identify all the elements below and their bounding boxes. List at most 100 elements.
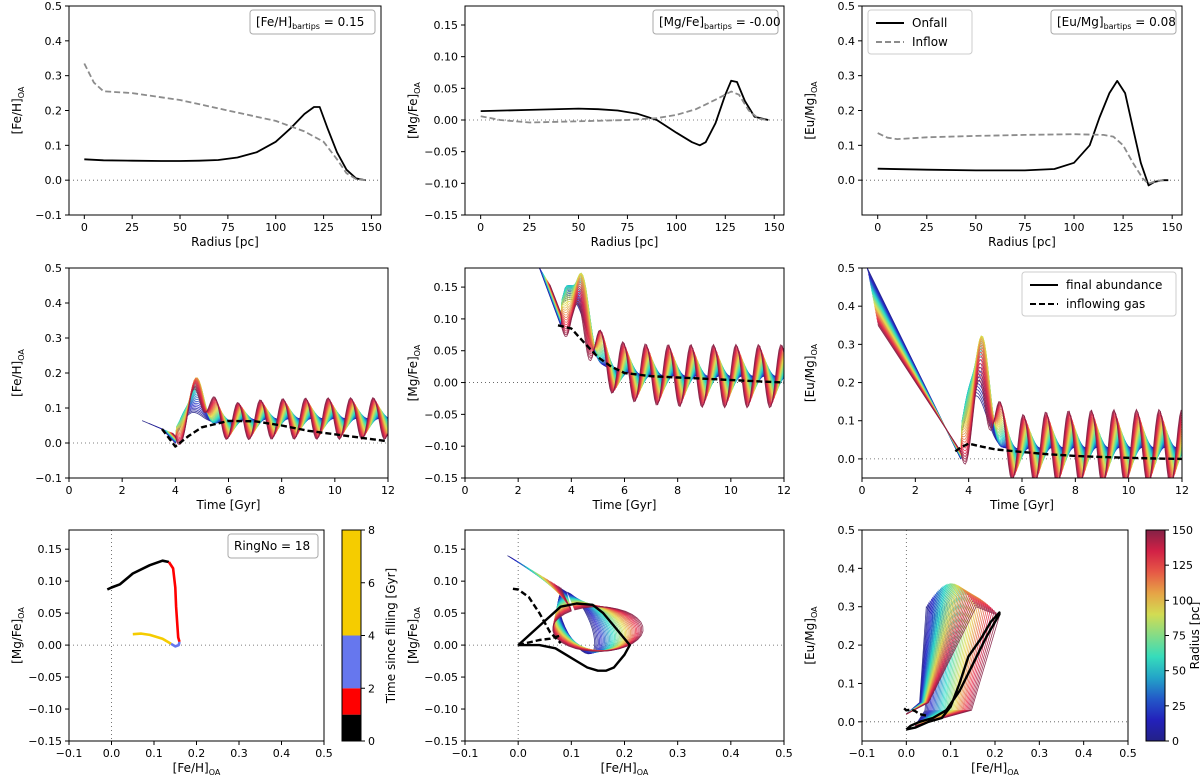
y-axis-label: [Eu/Mg]OA (803, 343, 819, 402)
x-tick-label: 0.2 (616, 747, 634, 760)
y-axis-label: [Mg/Fe]OA (406, 607, 422, 664)
x-axis-label: [Fe/H]OA (601, 761, 649, 777)
y-tick-label: 0.0 (45, 174, 63, 187)
ring-track-39 (877, 323, 1182, 478)
annotation-box (1050, 9, 1177, 35)
y-tick-label: −0.10 (424, 703, 458, 716)
x-tick-label: 100 (666, 221, 687, 234)
y-axis-label-base: [Eu/Mg] (803, 356, 817, 403)
y-tick-label: 0.3 (838, 338, 856, 351)
y-axis-label-base: [Fe/H] (10, 361, 24, 397)
series-2-4-gyr (170, 641, 181, 648)
x-axis-label: [Fe/H]OA (173, 761, 221, 777)
x-tick-label: 25 (523, 221, 537, 234)
y-axis-label-base: [Mg/Fe] (406, 619, 420, 664)
y-axis-label: [Fe/H]OA (10, 349, 26, 397)
x-tick-label: 75 (221, 221, 235, 234)
y-tick-label: 0.5 (45, 0, 63, 13)
chart-panel-2: 0 25 50 75 100 125 150 −0.15 −0.10 −0.05 0.00 0.05 0… (406, 5, 785, 249)
series-inflowing-gas (557, 324, 784, 384)
colorbar-fill (1146, 530, 1165, 741)
y-tick-label: −0.10 (424, 440, 458, 453)
x-tick-label: 0.2 (188, 747, 206, 760)
y-tick-label: 0.1 (838, 139, 856, 152)
colorbar-tick-label: 75 (1172, 630, 1186, 643)
x-tick-label: 6 (621, 484, 628, 497)
x-tick-label: 0.5 (1119, 747, 1137, 760)
annotation-text-base: RingNo = 18 (234, 539, 310, 553)
series-1-2-gyr (167, 561, 181, 643)
y-tick-label: 0.2 (45, 367, 63, 380)
annotation-text-base: [Mg/Fe] (659, 15, 704, 29)
x-tick-label: −0.1 (849, 747, 876, 760)
y-tick-label: −0.05 (424, 671, 458, 684)
y-tick-label: 0.5 (838, 262, 856, 275)
annotation-text: [Fe/H]bartips = 0.15 (256, 15, 364, 31)
y-tick-label: −0.1 (35, 209, 62, 222)
y-tick-label: 0.2 (45, 105, 63, 118)
x-tick-label: 0.4 (1075, 747, 1093, 760)
x-tick-label: −0.1 (452, 747, 479, 760)
y-tick-label: −0.15 (424, 209, 458, 222)
y-tick-label: 0.3 (45, 70, 63, 83)
x-tick-label: 0.0 (509, 747, 527, 760)
x-tick-label: 50 (572, 221, 586, 234)
y-tick-label: 0.10 (434, 575, 459, 588)
chart-panel-4: 0 2 4 6 8 10 12 −0.1 0.0 0.1 0.2 0.3 0.4 0.5 Time [Gyr… (10, 262, 395, 512)
colorbar-tick-label: 100 (1172, 594, 1193, 607)
x-tick-label: 2 (119, 484, 126, 497)
axes-frame (464, 5, 785, 216)
y-tick-label: 0.2 (838, 377, 856, 390)
y-tick-label: −0.15 (424, 735, 458, 748)
y-axis-label: [Mg/Fe]OA (10, 607, 26, 664)
y-tick-label: 0.4 (838, 562, 856, 575)
y-axis-label-sub: OA (810, 343, 819, 355)
ring-tracks (906, 583, 1000, 727)
y-tick-label: 0.2 (838, 639, 856, 652)
x-tick-label: −0.1 (56, 747, 83, 760)
series-inflow (83, 63, 366, 182)
chart-panel-1: 0 25 50 75 100 125 150 −0.1 0.0 0.1 0.2 0.3 0.4 0.5 Ra… (10, 0, 382, 249)
x-axis-label: Radius [pc] (988, 235, 1056, 249)
annotation-text-sub: bartips (704, 22, 732, 31)
ring-track-1 (538, 268, 784, 377)
x-tick-label: 0.3 (230, 747, 248, 760)
y-tick-label: 0.4 (45, 297, 63, 310)
legend-label: Inflow (912, 35, 948, 49)
colorbar-tick-label: 150 (1172, 524, 1193, 537)
y-tick-label: 0.05 (434, 82, 459, 95)
colorbar-band (342, 530, 361, 636)
legend: final abundance inflowing gas (1021, 271, 1177, 317)
axes-frame (68, 529, 325, 742)
y-axis-label-sub: OA (17, 349, 26, 361)
colorbar-band (342, 688, 361, 715)
annotation-text-base: [Eu/Mg] (1057, 15, 1104, 29)
x-tick-label: 50 (173, 221, 187, 234)
y-tick-label: 0.00 (434, 114, 459, 127)
colorbar-label: Time since filling [Gyr] (384, 568, 398, 704)
y-tick-label: 0.4 (838, 35, 856, 48)
y-tick-label: 0.00 (434, 639, 459, 652)
y-tick-label: 0.0 (45, 437, 63, 450)
x-axis-label-base: Radius [pc] (988, 235, 1056, 249)
x-tick-label: 6 (225, 484, 232, 497)
y-tick-label: −0.10 (28, 703, 62, 716)
y-axis-label-sub: OA (810, 606, 819, 618)
x-tick-label: 0.1 (942, 747, 960, 760)
colorbar: 0 2 4 6 8 Time since filling [Gyr] (341, 524, 398, 748)
x-axis-label: Radius [pc] (191, 235, 259, 249)
plot-area (465, 79, 784, 147)
x-tick-label: 125 (313, 221, 334, 234)
x-tick-label: 8 (1072, 484, 1079, 497)
colorbar-tick-label: 2 (368, 682, 375, 695)
y-tick-label: 0.15 (38, 543, 63, 556)
series-onfall (84, 106, 366, 182)
x-tick-label: 0 (66, 484, 73, 497)
x-tick-label: 0 (874, 221, 881, 234)
x-tick-label: 100 (1064, 221, 1085, 234)
y-tick-label: 0.10 (434, 51, 459, 64)
ring-track-40 (906, 606, 1000, 727)
x-tick-label: 25 (920, 221, 934, 234)
ring-tracks (866, 268, 1182, 478)
y-tick-label: 0.1 (838, 677, 856, 690)
